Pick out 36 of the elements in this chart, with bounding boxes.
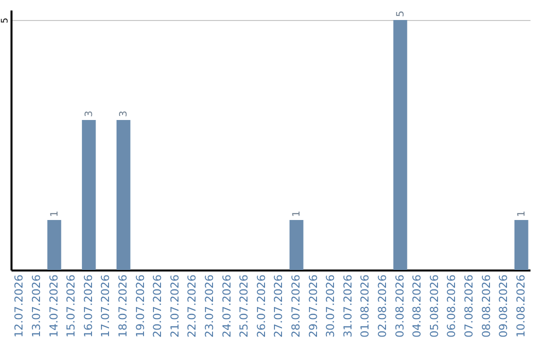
data-label: 1 [516,210,528,217]
x-tick-label: 06.08.2026 [445,274,458,338]
x-tick-label: 05.08.2026 [428,274,441,338]
x-tick-label: 15.07.2026 [64,274,78,338]
x-tick-label: 16.07.2026 [82,274,95,338]
x-tick-label: 27.07.2026 [272,274,286,338]
x-tick-label: 04.08.2026 [410,274,424,338]
x-tick-label: 14.07.2026 [47,274,60,338]
x-tick-label: 22.07.2026 [186,274,199,338]
x-tick-label: 01.08.2026 [358,274,372,338]
x-tick-label: 17.07.2026 [99,274,112,338]
x-tick-label: 19.07.2026 [134,274,147,338]
x-tick-label: 26.07.2026 [254,274,268,338]
x-tick-label: 03.08.2026 [393,274,406,338]
x-tick-label: 09.08.2026 [497,274,510,338]
x-tick-label: 31.07.2026 [341,274,354,338]
data-label: 1 [291,210,302,217]
x-tick-label: 08.08.2026 [480,274,493,338]
data-label: 1 [49,210,60,217]
x-tick-label: 23.07.2026 [202,274,216,338]
data-label: 3 [118,110,130,117]
x-tick-label: 12.07.2026 [12,274,26,338]
x-tick-label: 30.07.2026 [324,274,338,338]
x-tick-label: 25.07.2026 [238,274,251,338]
x-tick-label: 07.08.2026 [462,274,476,338]
x-tick-label: 13.07.2026 [30,274,43,338]
x-tick-label: 29.07.2026 [306,274,320,338]
x-tick-label: 18.07.2026 [116,274,130,338]
data-label: 3 [84,110,95,117]
x-tick-label: 02.08.2026 [376,274,389,338]
x-tick-label: 20.07.2026 [151,274,164,338]
x-tick-label: 28.07.2026 [289,274,302,338]
x-tick-label: 21.07.2026 [168,274,182,338]
x-tick-label: 10.08.2026 [514,274,528,338]
data-label: 5 [395,10,406,17]
x-tick-label: 24.07.2026 [220,274,234,338]
